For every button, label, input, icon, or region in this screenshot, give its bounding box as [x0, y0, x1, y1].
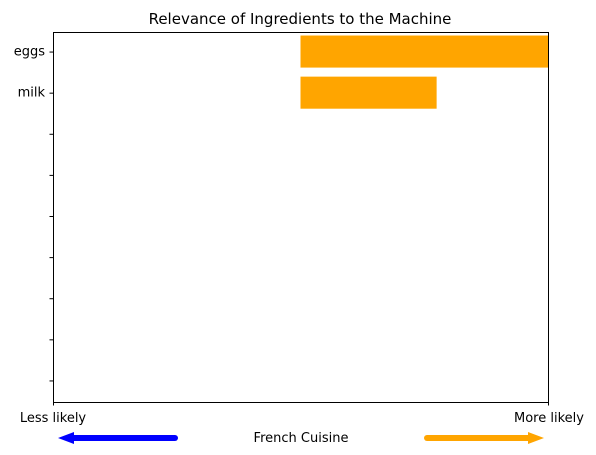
bar-milk	[300, 76, 437, 109]
x-ticks-layer	[53, 402, 549, 406]
y-tick-label-milk: milk	[18, 86, 46, 101]
bar-eggs	[300, 35, 548, 68]
plot-frame	[53, 32, 549, 403]
y-tick-label-eggs: eggs	[14, 45, 46, 60]
x-tick-label-more-likely: More likely	[514, 411, 584, 426]
chart-title: Relevance of Ingredients to the Machine	[149, 10, 452, 28]
bars-layer	[300, 35, 548, 109]
x-axis-label: French Cuisine	[254, 431, 349, 446]
x-tick-label-less-likely: Less likely	[20, 411, 87, 426]
y-tick-labels-layer: eggs milk	[14, 45, 46, 101]
left-arrow	[58, 432, 178, 444]
y-ticks-layer	[49, 51, 53, 382]
right-arrow	[424, 432, 544, 444]
